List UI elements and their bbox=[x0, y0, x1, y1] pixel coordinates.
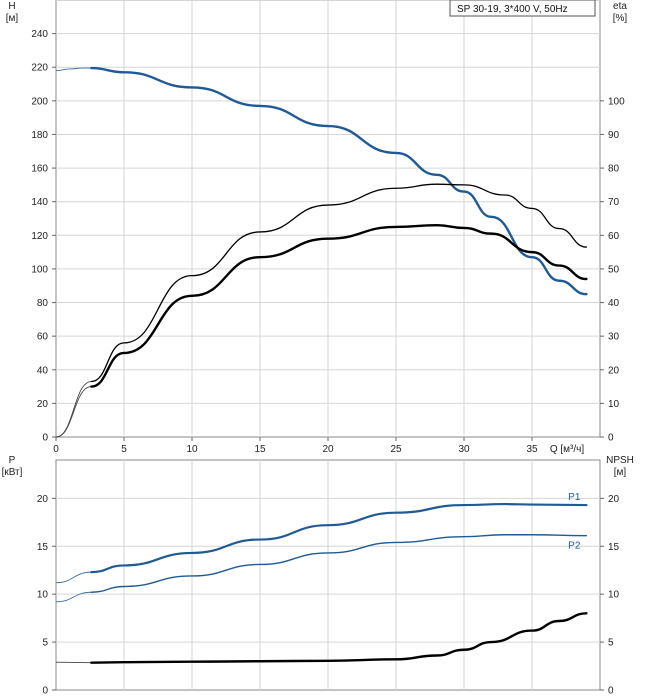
y-axis-title-right: eta bbox=[613, 1, 627, 12]
y-tick-label-left: 80 bbox=[37, 298, 49, 309]
series-line bbox=[90, 534, 588, 593]
series-line-extension bbox=[55, 67, 92, 72]
y-tick-label-right: 80 bbox=[608, 164, 620, 175]
y-tick-label-left: 60 bbox=[37, 332, 49, 343]
series-line-extension bbox=[55, 381, 92, 438]
series-line-extension bbox=[55, 591, 92, 603]
y-axis-unit-left: [кВт] bbox=[2, 467, 23, 478]
x-tick-label: 30 bbox=[458, 444, 470, 455]
y-axis-unit-left: [м] bbox=[6, 13, 19, 24]
x-axis-title: Q [м³/ч] bbox=[550, 444, 585, 455]
legend-frame bbox=[449, 0, 596, 17]
y-tick-label-right: 20 bbox=[608, 494, 620, 505]
y-tick-label-left: 100 bbox=[31, 264, 48, 275]
y-tick-label-right: 90 bbox=[608, 130, 620, 141]
y-axis-title-left: P bbox=[9, 455, 16, 466]
y-axis-title-right: NPSH bbox=[606, 455, 634, 466]
series-line-extension bbox=[55, 571, 92, 584]
legend-box: SP 30-19, 3*400 V, 50Hz bbox=[449, 0, 596, 17]
y-tick-label-right: 70 bbox=[608, 197, 620, 208]
y-tick-label-left: 5 bbox=[42, 638, 48, 649]
y-tick-label-left: 200 bbox=[31, 96, 48, 107]
lower-chart-panel: 0 5 10 15 20 0 5 10 15 20 P[кВт] NPSH[м] P1 P2 bbox=[2, 455, 634, 697]
x-tick-label: 25 bbox=[390, 444, 402, 455]
y-axis-unit-right: [%] bbox=[613, 13, 628, 24]
y-tick-label-right: 100 bbox=[608, 96, 625, 107]
series-label: P1 bbox=[568, 492, 581, 503]
y-tick-label-right: 0 bbox=[608, 433, 614, 444]
series-label: P2 bbox=[568, 541, 581, 552]
y-tick-label-left: 20 bbox=[37, 494, 49, 505]
y-tick-label-left: 20 bbox=[37, 399, 49, 410]
y-tick-label-right: 10 bbox=[608, 590, 620, 601]
x-tick-label: 20 bbox=[322, 444, 334, 455]
y-tick-label-right: 20 bbox=[608, 365, 620, 376]
upper-chart-panel: 0204060801001201401601802002202400102030… bbox=[6, 0, 628, 455]
y-tick-label-left: 0 bbox=[42, 433, 48, 444]
y-tick-label-left: 10 bbox=[37, 590, 49, 601]
y-tick-label-right: 5 bbox=[608, 638, 614, 649]
y-tick-label-right: 50 bbox=[608, 264, 620, 275]
series-line bbox=[90, 66, 588, 296]
y-axis-title-left: H bbox=[8, 1, 15, 12]
y-tick-label-left: 140 bbox=[31, 197, 48, 208]
x-tick-label: 5 bbox=[121, 444, 127, 455]
series-line bbox=[90, 183, 588, 383]
y-tick-label-left: 15 bbox=[37, 542, 49, 553]
series-line bbox=[90, 502, 588, 574]
y-tick-label-right: 0 bbox=[608, 686, 614, 697]
x-tick-label: 0 bbox=[53, 444, 59, 455]
series-line bbox=[90, 224, 588, 388]
y-tick-label-left: 120 bbox=[31, 231, 48, 242]
y-tick-label-left: 40 bbox=[37, 365, 49, 376]
x-tick-label: 35 bbox=[526, 444, 538, 455]
x-tick-label: 10 bbox=[186, 444, 198, 455]
y-tick-label-right: 15 bbox=[608, 542, 620, 553]
y-tick-label-right: 30 bbox=[608, 332, 620, 343]
y-tick-label-left: 180 bbox=[31, 130, 48, 141]
series-line bbox=[90, 612, 588, 664]
x-tick-label: 15 bbox=[254, 444, 266, 455]
y-tick-label-left: 220 bbox=[31, 63, 48, 74]
y-tick-label-right: 60 bbox=[608, 231, 620, 242]
y-tick-label-right: 10 bbox=[608, 399, 620, 410]
y-tick-label-left: 0 bbox=[42, 686, 48, 697]
y-tick-label-right: 40 bbox=[608, 298, 620, 309]
legend-label: SP 30-19, 3*400 V, 50Hz bbox=[457, 4, 568, 15]
y-axis-unit-right: [м] bbox=[614, 467, 627, 478]
y-tick-label-left: 160 bbox=[31, 164, 48, 175]
y-tick-label-left: 240 bbox=[31, 29, 48, 40]
